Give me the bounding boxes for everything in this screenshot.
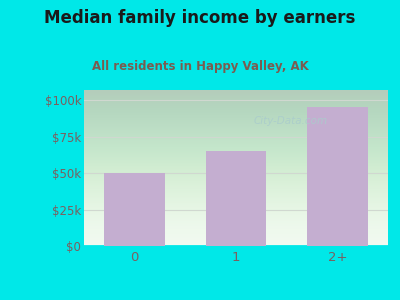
Bar — [307, 107, 368, 246]
Text: All residents in Happy Valley, AK: All residents in Happy Valley, AK — [92, 60, 308, 73]
Text: Median family income by earners: Median family income by earners — [44, 9, 356, 27]
Text: City-Data.com: City-Data.com — [254, 116, 328, 126]
Bar — [206, 151, 266, 246]
Bar — [104, 173, 165, 246]
